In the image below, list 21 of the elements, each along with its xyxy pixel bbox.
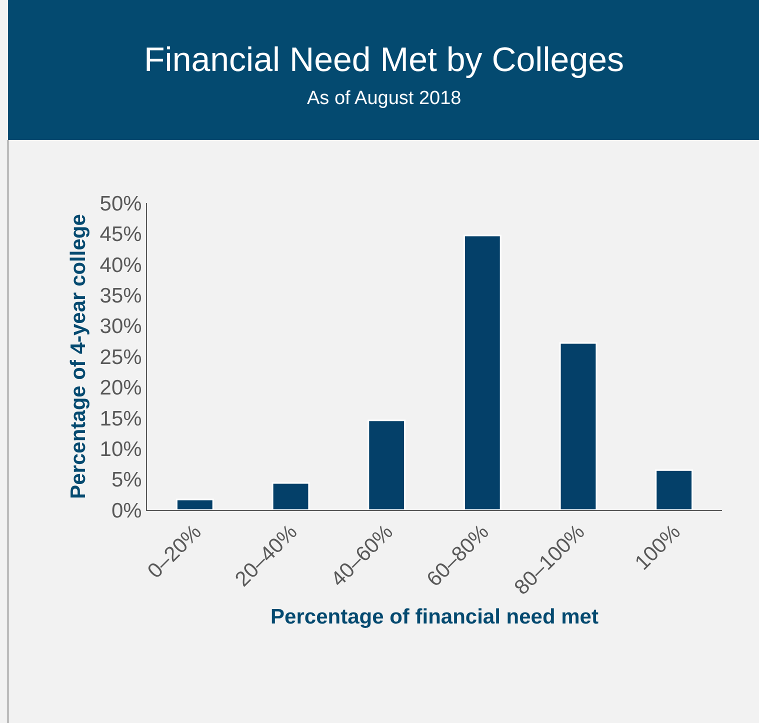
x-axis-title: Percentage of financial need met: [270, 606, 598, 629]
y-tick-label: 10%: [100, 438, 142, 461]
y-tick-label: 20%: [100, 376, 142, 400]
y-tick-label: 45%: [100, 223, 142, 246]
y-tick-label: 5%: [111, 468, 142, 492]
bar: [655, 469, 694, 510]
bar: [368, 420, 406, 510]
bar: [176, 498, 214, 510]
bar: [559, 342, 598, 510]
chart-title: Financial Need Met by Colleges: [144, 41, 624, 79]
y-tick-label: 25%: [100, 346, 142, 369]
y-tick-label: 0%: [111, 499, 142, 522]
y-tick-label: 50%: [100, 192, 142, 216]
y-tick-label: 40%: [100, 254, 142, 277]
chart-subtitle: As of August 2018: [307, 88, 462, 109]
y-tick-label: 30%: [100, 315, 142, 338]
y-axis-title: Percentage of 4-year college: [66, 214, 90, 499]
y-tick-label: 35%: [100, 284, 142, 308]
bar: [272, 482, 310, 510]
bar: [463, 234, 502, 510]
y-tick-label: 15%: [100, 407, 142, 430]
